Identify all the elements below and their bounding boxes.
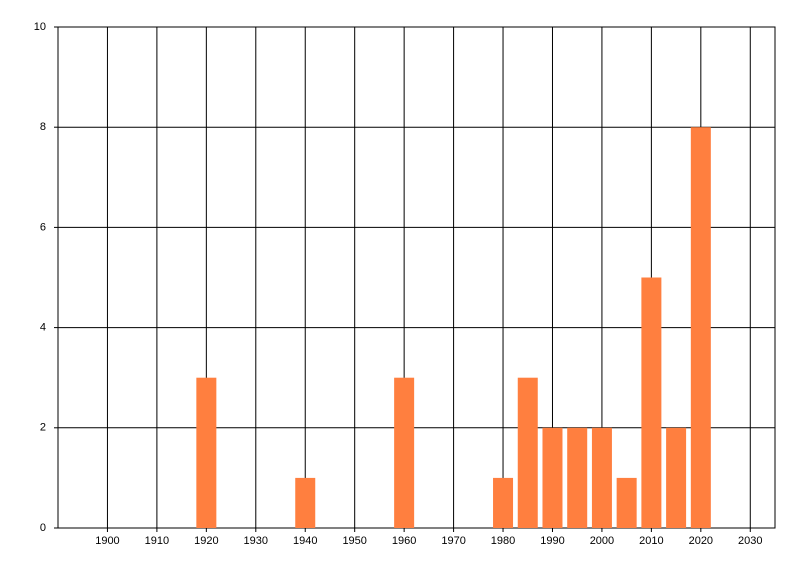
y-tick-label: 8 — [40, 121, 46, 133]
y-tick-label: 2 — [40, 422, 46, 434]
x-tick-label: 1930 — [244, 535, 268, 547]
y-tick-label: 4 — [40, 322, 46, 334]
bar — [616, 477, 637, 528]
x-tick-label: 1940 — [293, 535, 317, 547]
bar — [542, 427, 563, 528]
x-tick-label: 2030 — [738, 535, 762, 547]
x-tick-label: 1920 — [194, 535, 218, 547]
x-tick-label: 1960 — [392, 535, 416, 547]
bar — [666, 427, 687, 528]
bar — [493, 477, 514, 528]
bar — [394, 377, 415, 528]
x-tick-label: 2020 — [689, 535, 713, 547]
bar — [641, 277, 662, 528]
bar — [591, 427, 612, 528]
bar — [295, 477, 316, 528]
y-tick-label: 6 — [40, 221, 46, 233]
x-tick-label: 1950 — [342, 535, 366, 547]
x-tick-label: 1970 — [441, 535, 465, 547]
bar — [690, 127, 711, 528]
x-tick-label: 1910 — [145, 535, 169, 547]
y-tick-label: 0 — [40, 522, 46, 534]
bar — [196, 377, 217, 528]
y-tick-label: 10 — [34, 21, 46, 33]
x-tick-label: 2000 — [590, 535, 614, 547]
x-tick-label: 1990 — [540, 535, 564, 547]
x-tick-label: 1980 — [491, 535, 515, 547]
bar — [517, 377, 538, 528]
x-tick-label: 2010 — [639, 535, 663, 547]
x-tick-label: 1900 — [95, 535, 119, 547]
bar — [567, 427, 588, 528]
